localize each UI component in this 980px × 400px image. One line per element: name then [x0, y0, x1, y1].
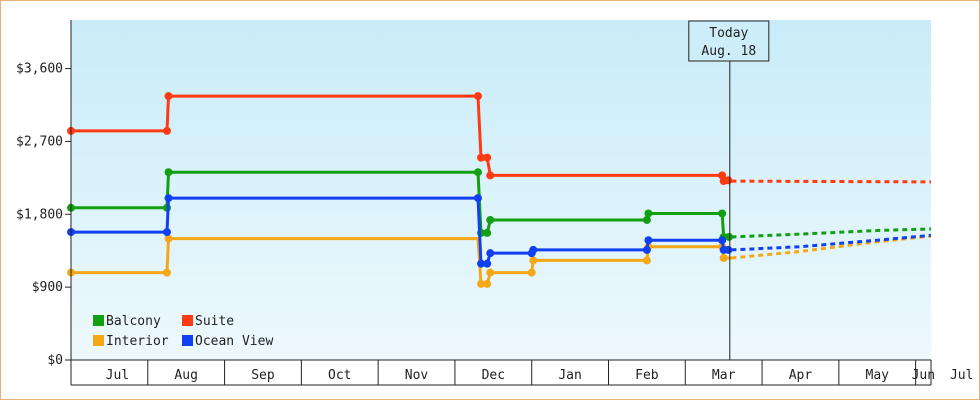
series-ocean-view-point	[477, 259, 486, 268]
x-tick-label: Jul	[106, 368, 129, 383]
series-ocean-view-point	[718, 236, 727, 245]
series-ocean-view-point	[724, 245, 733, 254]
x-tick-label: Sep	[251, 368, 275, 383]
series-balcony	[67, 168, 932, 241]
series-ocean-view-point	[473, 194, 482, 203]
today-marker: Today Aug. 18	[688, 20, 770, 360]
x-tick-label: Dec	[482, 368, 505, 383]
legend: Balcony Suite Interior Ocean View	[93, 314, 273, 349]
x-tick-label: Jun	[912, 368, 935, 383]
series-balcony-point	[725, 232, 734, 241]
series-interior-point	[477, 279, 486, 288]
plot-background	[71, 20, 931, 360]
legend-label-suite: Suite	[195, 314, 234, 329]
today-label: Today	[709, 26, 748, 41]
series-suite-point	[486, 171, 495, 180]
legend-swatch-suite	[182, 315, 193, 326]
y-tick-label: $1,800	[16, 207, 63, 222]
series-interior-line	[71, 237, 732, 286]
y-tick-label: $3,600	[16, 62, 63, 77]
x-tick-label: Mar	[712, 368, 736, 383]
axes-layer: $0 $900 $1,800 $2,700 $3,600 Jul Aug Sep Oct Nov D…	[16, 20, 973, 386]
x-tick-label: Oct	[328, 368, 351, 383]
x-tick-label: Aug	[174, 368, 197, 383]
series-interior-point	[642, 256, 651, 265]
series-ocean-view-line	[71, 196, 732, 266]
series-suite-point	[483, 153, 492, 162]
series-ocean-view-point	[644, 236, 653, 245]
x-tick-label: Jul	[950, 368, 973, 383]
series-suite-point	[473, 92, 482, 101]
series-interior-point	[527, 268, 536, 277]
legend-swatch-balcony	[93, 315, 104, 326]
legend-swatch-interior	[93, 335, 104, 346]
today-date: Aug. 18	[701, 44, 756, 59]
x-tick-label: May	[866, 368, 890, 383]
series-ocean-view-point	[486, 249, 495, 258]
series-balcony-point	[642, 215, 651, 224]
series-ocean-view-point	[164, 194, 173, 203]
series-suite-point	[724, 176, 733, 185]
series-interior-point	[483, 279, 492, 288]
x-tick-label: Apr	[789, 368, 813, 383]
y-tick-label: $900	[32, 280, 63, 295]
series-ocean-view	[67, 194, 932, 268]
y-tick-label: $0	[47, 353, 63, 368]
series-suite-point	[162, 126, 171, 135]
series-suite-forecast	[731, 179, 932, 184]
series-suite-point	[477, 153, 486, 162]
x-tick-label: Feb	[635, 368, 659, 383]
series-ocean-view-point	[642, 245, 651, 254]
legend-label-interior: Interior	[106, 334, 169, 349]
series-ocean-view-forecast	[731, 233, 932, 252]
legend-label-ocean-view: Ocean View	[195, 334, 273, 349]
legend-label-balcony: Balcony	[106, 314, 161, 329]
series-interior-point	[486, 268, 495, 277]
series-balcony-point	[644, 209, 653, 218]
today-box	[688, 20, 770, 62]
series-ocean-view-point	[483, 259, 492, 268]
x-tick-label: Jan	[558, 368, 581, 383]
series-balcony-point	[718, 209, 727, 218]
series-interior-point	[164, 234, 173, 243]
series-layer	[67, 92, 932, 288]
series-suite-point	[164, 92, 173, 101]
series-interior-point	[162, 268, 171, 277]
series-balcony-point	[486, 215, 495, 224]
x-tick-label: Nov	[405, 368, 429, 383]
series-interior-point	[529, 256, 538, 265]
series-ocean-view-point	[162, 228, 171, 237]
series-balcony-point	[164, 168, 173, 177]
series-balcony-point	[483, 228, 492, 237]
series-balcony-forecast	[731, 227, 932, 239]
series-interior-point	[719, 254, 728, 262]
series-ocean-view-point	[529, 245, 538, 254]
series-balcony-point	[473, 168, 482, 177]
y-tick-label: $2,700	[16, 134, 63, 149]
legend-swatch-ocean-view	[182, 335, 193, 346]
